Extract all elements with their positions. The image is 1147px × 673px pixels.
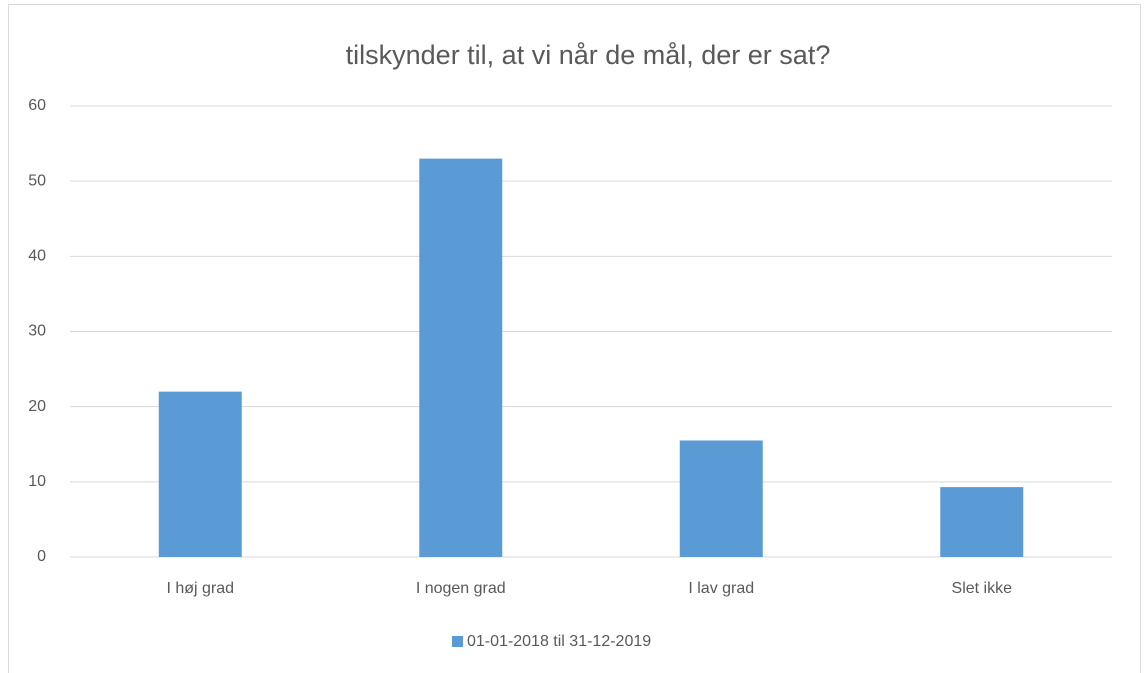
y-tick-label: 50 — [28, 172, 46, 189]
x-tick-label: I lav grad — [688, 580, 754, 597]
chart-title: tilskynder til, at vi når de mål, der er… — [346, 40, 831, 70]
y-tick-label: 60 — [28, 97, 46, 114]
chart-border — [8, 4, 1141, 673]
bar — [419, 158, 503, 557]
x-tick-label: I høj grad — [166, 580, 234, 597]
legend-swatch — [452, 636, 463, 647]
legend-label: 01-01-2018 til 31-12-2019 — [467, 633, 651, 650]
y-tick-label: 20 — [28, 398, 46, 415]
y-tick-label: 0 — [37, 548, 46, 565]
bar — [940, 487, 1024, 557]
y-tick-label: 10 — [28, 473, 46, 490]
bar — [158, 391, 242, 557]
x-tick-label: I nogen grad — [416, 580, 506, 597]
y-tick-label: 40 — [28, 248, 46, 265]
bar — [679, 440, 763, 557]
x-tick-label: Slet ikke — [952, 580, 1013, 597]
y-tick-label: 30 — [28, 323, 46, 340]
